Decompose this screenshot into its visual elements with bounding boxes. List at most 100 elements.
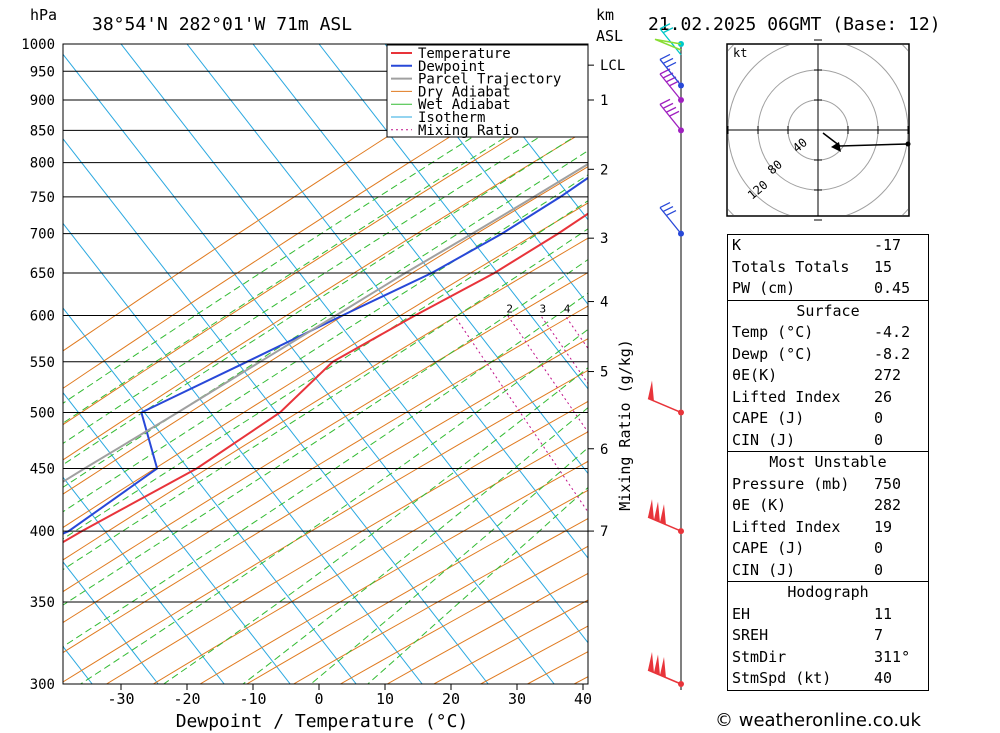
index-label: StmSpd (kt) — [732, 669, 832, 687]
barb-feather — [659, 23, 671, 30]
barb-feather — [662, 102, 674, 109]
barb-feather — [662, 27, 674, 34]
storm-motion-arrow — [831, 142, 841, 152]
km-tick-label: 3 — [600, 231, 608, 247]
mixing-ratio-label: 10 — [643, 303, 656, 316]
location-title: 38°54'N 282°01'W 71m ASL — [92, 14, 352, 35]
pressure-tick-label: 850 — [30, 123, 55, 139]
index-value: -4.2 — [874, 323, 911, 341]
legend-label: Mixing Ratio — [418, 123, 519, 139]
isotherm-line — [63, 307, 357, 684]
barb-feather — [659, 202, 671, 209]
wet-adiabat-line — [367, 486, 588, 684]
wind-barb — [647, 499, 682, 532]
barb-flag — [660, 504, 666, 526]
wet-adiabat-line — [310, 447, 588, 684]
barb-flag — [648, 380, 654, 402]
km-tick-label: 5 — [600, 365, 608, 381]
wind-barb — [659, 202, 682, 235]
barb-flag — [654, 654, 660, 676]
barb-feather — [665, 210, 677, 217]
index-value: 26 — [874, 387, 893, 406]
isotherm-line — [63, 476, 225, 684]
asl-label: ASL — [596, 27, 623, 45]
index-value: 0 — [874, 560, 884, 579]
barb-flag — [654, 501, 660, 523]
isotherm-line — [0, 44, 26, 684]
km-tick-label: 1 — [600, 93, 608, 109]
dry-adiabat-line — [246, 489, 588, 684]
index-value: 0 — [874, 430, 884, 449]
mixing-ratio-label: 8 — [625, 303, 632, 316]
mixing-ratio-label: 15 — [682, 303, 695, 316]
legend-label: Dewpoint — [418, 59, 485, 75]
index-row: Lifted Index 19 — [728, 517, 928, 539]
dry-adiabat-line — [63, 369, 588, 683]
pressure-tick-label: 700 — [30, 227, 55, 243]
index-value: 272 — [874, 366, 902, 384]
isotherm-line — [63, 222, 423, 684]
legend-box — [386, 44, 589, 138]
index-label: EH — [732, 604, 751, 623]
hodograph-unit-label: kt — [733, 46, 747, 60]
index-value: 0 — [874, 409, 884, 427]
index-row: StmSpd (kt) 40 — [728, 668, 928, 690]
index-label: CIN (J) — [732, 560, 796, 579]
wet-adiabat-line — [63, 127, 588, 466]
isotherm-line — [318, 44, 588, 390]
index-row: CIN (J) 0 — [728, 430, 928, 452]
pressure-tick-label: 550 — [30, 355, 55, 371]
legend-label: Temperature — [418, 46, 511, 62]
x-axis-label: Dewpoint / Temperature (°C) — [176, 711, 469, 732]
isotherm-line — [63, 561, 159, 684]
km-tick-label: 4 — [600, 295, 608, 311]
hodograph-title: Hodograph — [787, 583, 869, 601]
pressure-tick-label: 600 — [30, 309, 55, 325]
index-row: CAPE (J) 0 — [728, 408, 928, 430]
index-value: 15 — [874, 257, 893, 276]
km-tick-label: 2 — [600, 162, 608, 178]
barb-feather — [668, 110, 680, 117]
axes: 3003504004505005506006507007508008509009… — [21, 37, 625, 708]
barb-feather — [662, 57, 674, 65]
legend-label: Isotherm — [418, 110, 485, 126]
index-label: θE(K) — [732, 366, 778, 384]
dry-adiabat-line — [63, 166, 588, 495]
date-title: 21.02.2025 06GMT (Base: 12) — [648, 14, 941, 35]
wet-adiabat-line — [163, 367, 588, 684]
index-value: 282 — [874, 496, 902, 514]
index-value: 40 — [874, 669, 893, 687]
x-tick-label: 10 — [376, 690, 394, 708]
isotherm-line — [63, 391, 291, 684]
dewpoint-line — [63, 176, 588, 535]
pressure-tick-label: 750 — [30, 190, 55, 206]
index-row: Lifted Index 26 — [728, 387, 928, 409]
index-value: -17 — [874, 236, 902, 254]
pressure-tick-label: 400 — [30, 524, 55, 540]
km-tick-label: 6 — [600, 442, 608, 458]
plot-frame — [62, 43, 589, 685]
x-tick-label: 40 — [574, 690, 592, 708]
hpa-label: hPa — [30, 6, 57, 24]
index-label: Temp (°C) — [732, 323, 814, 341]
km-tick-label: 7 — [600, 524, 608, 540]
mixing-ratio-axis-label: Mixing Ratio (g/kg) — [616, 339, 634, 511]
barb-feather — [662, 206, 674, 213]
wet-adiabat-line — [63, 228, 588, 571]
copyright-footer[interactable]: © weatheronline.co.uk — [715, 710, 921, 731]
index-value: 311° — [874, 647, 911, 666]
hodograph-section: Hodograph EH 11 SREH 7 StmDir 311° StmSpd (kt)… — [728, 581, 928, 690]
index-row: θE(K) 272 — [728, 365, 928, 387]
wet-adiabat-line — [63, 200, 588, 540]
index-label: Totals Totals — [732, 257, 850, 276]
isotherm-line — [252, 44, 588, 475]
x-tick-label: -30 — [107, 690, 134, 708]
wind-barbs — [647, 23, 684, 690]
index-row: SREH 7 — [728, 625, 928, 647]
barb-feather — [665, 61, 677, 69]
index-value: 0.45 — [874, 279, 911, 297]
isotherm-line — [63, 53, 555, 684]
surface-wind-barb — [654, 38, 682, 51]
